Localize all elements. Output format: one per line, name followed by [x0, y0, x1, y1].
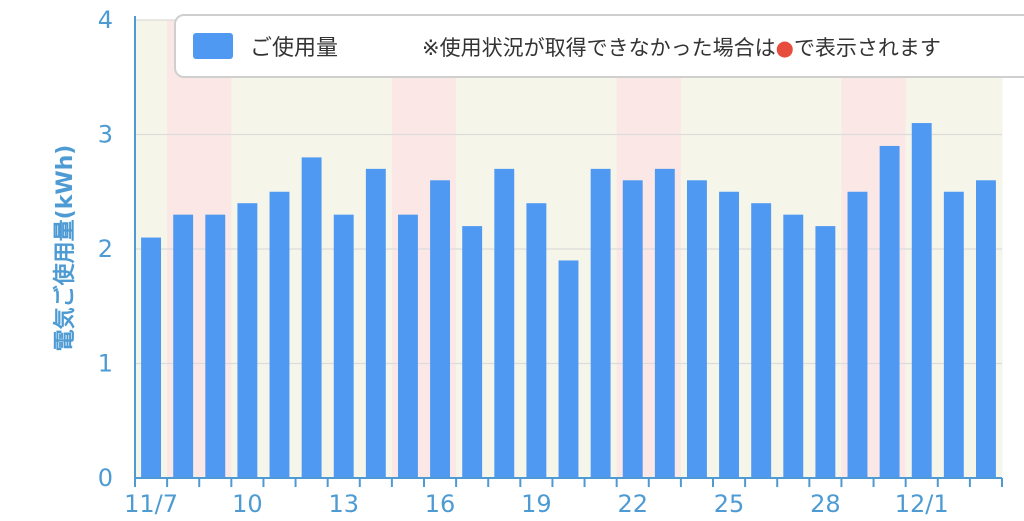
- tick-labels: 0 1 2 3 4 11/7 10 13 16 19 22 25 28 12/1: [98, 6, 949, 518]
- bar[interactable]: [462, 226, 483, 478]
- legend-series-name: ご使用量: [250, 36, 338, 61]
- missing-data-marker-icon: ●: [776, 36, 794, 60]
- bar[interactable]: [526, 203, 547, 478]
- y-tick-label: 1: [98, 350, 113, 378]
- bar[interactable]: [430, 180, 451, 479]
- bar[interactable]: [975, 180, 996, 479]
- x-tick-label: 22: [617, 490, 648, 518]
- bar[interactable]: [751, 203, 772, 478]
- bar[interactable]: [205, 214, 226, 478]
- x-tick-label: 10: [232, 490, 263, 518]
- bar[interactable]: [494, 168, 515, 478]
- legend-box: [174, 14, 1024, 78]
- bar[interactable]: [622, 180, 643, 479]
- x-tick-label: 12/1: [895, 490, 949, 518]
- y-tick-label: 3: [98, 121, 113, 149]
- legend-note: ※使用状況が取得できなかった場合は●で表示されます: [422, 36, 941, 60]
- y-tick-label: 2: [98, 235, 113, 263]
- y-tick-label: 4: [98, 6, 113, 34]
- bar[interactable]: [879, 145, 900, 478]
- legend-note-text: ※使用状況が取得できなかった場合は: [422, 36, 776, 60]
- legend-swatch: [193, 33, 233, 59]
- bar[interactable]: [333, 214, 354, 478]
- bar[interactable]: [558, 260, 579, 478]
- bar[interactable]: [654, 168, 675, 478]
- bar[interactable]: [237, 203, 258, 478]
- bar[interactable]: [269, 191, 290, 478]
- bar[interactable]: [911, 123, 932, 479]
- bar[interactable]: [301, 157, 322, 478]
- bar[interactable]: [141, 237, 162, 478]
- bar[interactable]: [719, 191, 740, 478]
- legend: ご使用量 ※使用状況が取得できなかった場合は●で表示されます: [174, 14, 1024, 78]
- y-tick-label: 0: [98, 464, 113, 492]
- axes: [134, 16, 1003, 487]
- bar[interactable]: [847, 191, 868, 478]
- bars: [141, 123, 996, 479]
- bar[interactable]: [783, 214, 804, 478]
- x-tick-label: 11/7: [124, 490, 178, 518]
- y-axis-label: 電気ご使用量(kWh): [52, 145, 78, 352]
- x-tick-label: 25: [714, 490, 745, 518]
- bar[interactable]: [815, 226, 836, 478]
- bar[interactable]: [365, 168, 386, 478]
- bar[interactable]: [943, 191, 964, 478]
- x-tick-label: 19: [521, 490, 552, 518]
- bar[interactable]: [397, 214, 418, 478]
- bar[interactable]: [173, 214, 194, 478]
- x-tick-label: 28: [810, 490, 841, 518]
- x-tick-label: 16: [425, 490, 456, 518]
- legend-note-suffix: で表示されます: [794, 36, 941, 60]
- bar[interactable]: [686, 180, 707, 479]
- x-tick-label: 13: [328, 490, 359, 518]
- bar[interactable]: [590, 168, 611, 478]
